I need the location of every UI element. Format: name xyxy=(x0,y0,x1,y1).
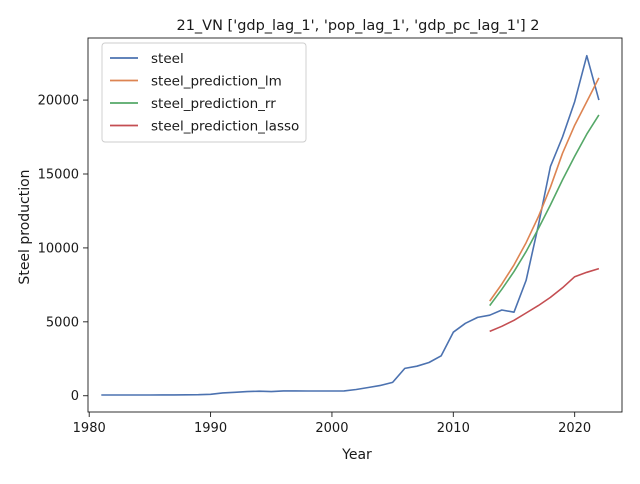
x-tick-label-2: 2000 xyxy=(315,421,348,436)
x-tick-label-4: 2020 xyxy=(558,421,591,436)
plot-frame xyxy=(87,37,623,413)
y-axis-ticks: 0 5000 10000 15000 20000 xyxy=(38,94,88,404)
y-tick-label-0: 0 xyxy=(71,389,79,404)
x-axis-ticks: 1980 1990 2000 2010 2020 xyxy=(73,412,591,436)
legend-label-3: steel_prediction_lasso xyxy=(151,119,299,135)
x-axis-label: Year xyxy=(341,447,372,463)
chart-title: 21_VN ['gdp_lag_1', 'pop_lag_1', 'gdp_pc… xyxy=(176,18,539,34)
y-axis-label: Steel production xyxy=(17,169,33,284)
legend-label-2: steel_prediction_rr xyxy=(151,96,276,112)
y-tick-label-4: 20000 xyxy=(38,94,79,109)
y-tick-label-2: 10000 xyxy=(38,241,79,256)
x-tick-label-3: 2010 xyxy=(437,421,470,436)
legend-label-1: steel_prediction_lm xyxy=(151,74,282,90)
y-tick-label-3: 15000 xyxy=(38,168,79,183)
x-tick-label-1: 1990 xyxy=(194,421,227,436)
series-line-0 xyxy=(101,54,600,396)
x-tick-label-0: 1980 xyxy=(73,421,106,436)
legend: steel steel_prediction_lm steel_prediction… xyxy=(101,42,307,143)
series-line-3 xyxy=(489,267,600,333)
legend-box xyxy=(101,42,307,143)
y-tick-label-1: 5000 xyxy=(46,315,79,330)
series-layer xyxy=(101,54,600,396)
series-line-2 xyxy=(489,114,600,307)
legend-label-0: steel xyxy=(151,51,184,67)
series-line-1 xyxy=(489,77,600,302)
